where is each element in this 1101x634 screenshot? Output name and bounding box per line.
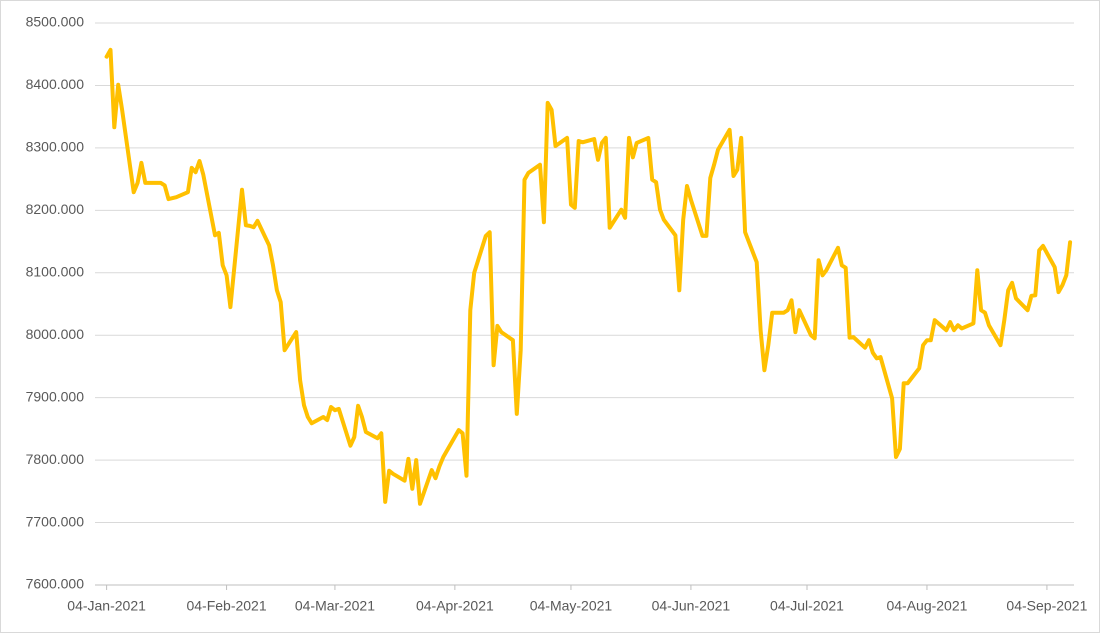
x-tick-label: 04-May-2021 bbox=[530, 598, 613, 614]
x-tick-label: 04-Jul-2021 bbox=[770, 598, 844, 614]
y-tick-label: 8400.000 bbox=[26, 76, 85, 92]
y-tick-label: 7700.000 bbox=[26, 513, 85, 529]
y-tick-label: 8200.000 bbox=[26, 201, 85, 217]
x-tick-label: 04-Jun-2021 bbox=[652, 598, 731, 614]
y-tick-label: 7800.000 bbox=[26, 451, 85, 467]
x-tick-label: 04-Apr-2021 bbox=[416, 598, 494, 614]
y-tick-label: 8500.000 bbox=[26, 14, 85, 30]
x-tick-label: 04-Mar-2021 bbox=[295, 598, 375, 614]
x-tick-label: 04-Jan-2021 bbox=[67, 598, 146, 614]
y-tick-label: 8000.000 bbox=[26, 326, 85, 342]
y-tick-label: 8300.000 bbox=[26, 139, 85, 155]
y-tick-label: 8100.000 bbox=[26, 263, 85, 279]
x-tick-label: 04-Feb-2021 bbox=[186, 598, 266, 614]
x-tick-label: 04-Aug-2021 bbox=[886, 598, 967, 614]
y-tick-label: 7600.000 bbox=[26, 576, 85, 592]
y-tick-label: 7900.000 bbox=[26, 388, 85, 404]
line-series bbox=[104, 47, 1073, 506]
x-tick-label: 04-Sep-2021 bbox=[1006, 598, 1087, 614]
